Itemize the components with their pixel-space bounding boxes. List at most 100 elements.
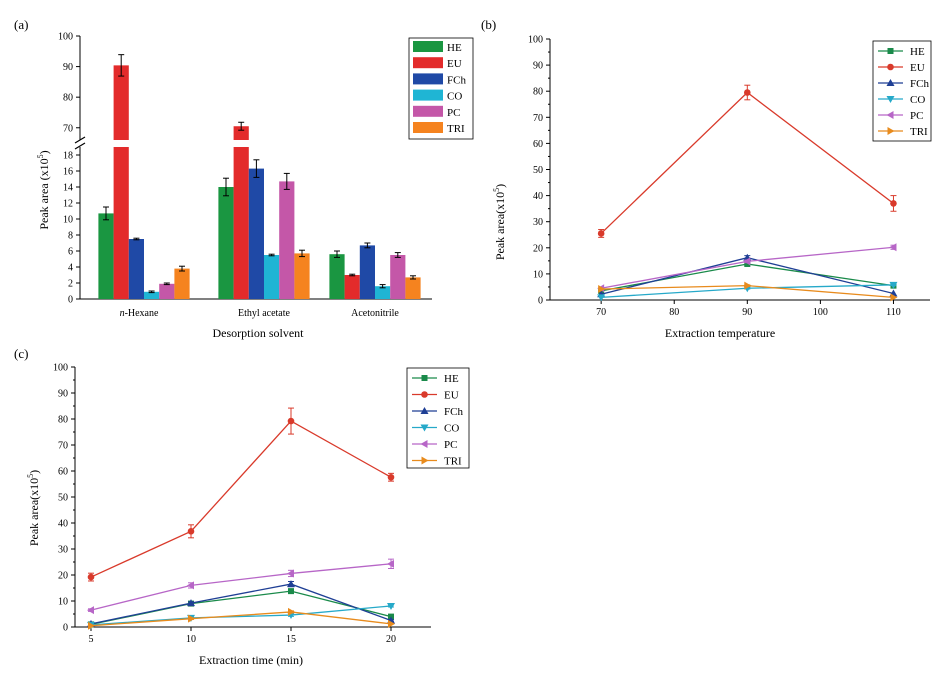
panel-b-legend-box: [872, 40, 932, 142]
panel-a-axis-break-mark: [74, 142, 86, 150]
panel-b-legend: HE EU FCh CO PC TRI: [872, 40, 932, 142]
panel-a-y-tick-label: 18: [63, 151, 73, 162]
legend-label-tri: TRI: [447, 123, 465, 135]
bar-he-ethyl-acetate: [218, 187, 234, 299]
panel-c-y-tick-label: 60: [58, 467, 68, 478]
bar-he-n-hexane: [98, 213, 114, 299]
panel-c-line-fch: [90, 583, 392, 625]
panel-c-point-fch-10: [187, 599, 195, 607]
panel-c-y-tick-label: 30: [58, 545, 68, 556]
panel-a-y-tick-label: 80: [63, 93, 73, 104]
panel-b-point-pc-90: [743, 257, 751, 266]
bar-he-acetonitrile: [329, 254, 345, 299]
panel-a-y-tick-label: 90: [63, 62, 73, 73]
panel-c-point-eu-10: [187, 528, 195, 535]
panel-a-y-tick-label: 10: [63, 215, 73, 226]
panel-c-point-tri-20: [388, 619, 395, 628]
panel-c-legend-marker-co: [420, 424, 429, 432]
panel-b-y-tick-label: 10: [533, 269, 543, 280]
panel-a-y-tick-label: 70: [63, 123, 73, 134]
panel-b-y-tick-label: 90: [533, 61, 543, 72]
panel-c-point-pc-10: [187, 581, 194, 590]
bar-eu-n-hexane-upper: [113, 65, 129, 140]
panel-b-point-tri-70: [598, 285, 606, 294]
legend-swatch-eu: [413, 57, 443, 69]
panel-c-legend-label-he: HE: [444, 373, 459, 385]
panel-b-axes: 0 10 20 30 40 50 60 70 80 90 100 70 80 90 100 110: [528, 35, 930, 318]
panel-b-lines: [597, 84, 898, 302]
panel-c-legend-label-eu: EU: [444, 390, 459, 402]
bar-co-acetonitrile: [375, 286, 391, 299]
panel-c-line-pc: [90, 563, 392, 611]
panel-c-y-axis-label: Peak area(x105): [26, 470, 41, 546]
panel-c-y-tick-label: 20: [58, 571, 68, 582]
panel-b-y-tick-label: 50: [533, 165, 543, 176]
bar-fch-n-hexane: [128, 239, 144, 299]
panel-a-bars: [98, 54, 421, 299]
panel-a-category-acetonitrile: Acetonitrile: [351, 308, 399, 319]
legend-label-he: HE: [447, 42, 462, 54]
panel-b-legend-label-fch: FCh: [910, 78, 929, 90]
panel-c-legend: HE EU FCh CO PC TRI: [406, 367, 470, 469]
panel-b-legend-marker-tri: [887, 127, 895, 135]
panel-c-label: (c): [14, 346, 28, 361]
panel-c-lines: [87, 407, 395, 630]
panel-b-x-tick-label: 90: [742, 307, 752, 318]
bar-tri-ethyl-acetate: [294, 253, 310, 299]
legend-swatch-pc: [413, 105, 443, 117]
bar-fch-ethyl-acetate: [248, 168, 264, 299]
panel-c-point-tri-15: [288, 607, 295, 616]
panel-a-y-tick-label: 100: [58, 32, 73, 43]
panel-b-x-tick-label: 80: [669, 307, 679, 318]
bar-eu-ethyl-acetate-lower: [233, 147, 249, 299]
legend-swatch-tri: [413, 122, 443, 133]
panel-b-y-tick-label: 40: [533, 191, 543, 202]
panel-b-x-tick-label: 110: [886, 307, 901, 318]
panel-c-point-eu-20: [387, 473, 395, 481]
panel-b-legend-marker-co: [886, 96, 895, 103]
panel-b-label: (b): [481, 17, 496, 32]
panel-b-y-axis-label: Peak area(x105): [492, 184, 507, 260]
panel-b-y-tick-label: 80: [533, 87, 543, 98]
panel-b-x-axis-label: Extraction temperature: [665, 326, 775, 340]
legend-label-co: CO: [447, 91, 462, 103]
panel-b-x-tick-label: 100: [813, 307, 828, 318]
panel-c-point-pc-20: [387, 559, 394, 568]
panel-c-y-tick-label: 70: [58, 441, 68, 452]
panel-c-point-tri-5: [88, 621, 95, 630]
panel-b-point-pc-110: [889, 243, 897, 252]
panel-b-legend-label-eu: EU: [910, 62, 925, 74]
bar-pc-acetonitrile: [390, 255, 406, 299]
panel-c-line-tri: [90, 611, 392, 627]
panel-c-legend-label-co: CO: [444, 423, 459, 435]
legend-label-pc: PC: [447, 107, 460, 119]
bar-co-n-hexane: [144, 291, 160, 299]
panel-b-legend-label-pc: PC: [910, 110, 923, 122]
panel-b-y-tick-label: 0: [538, 296, 543, 307]
panel-b-point-tri-110: [890, 293, 898, 302]
panel-c-y-tick-label: 80: [58, 415, 68, 426]
panel-a-axis-break-mark: [74, 136, 86, 144]
panel-b: (b) 0 10 20 30 40 50 60 70 80 90 100 70 80 90 100 110 H…: [481, 17, 932, 340]
panel-c-line-he: [90, 590, 392, 626]
panel-c-x-axis-label: Extraction time (min): [199, 653, 303, 667]
panel-c-x-tick-label: 10: [186, 634, 196, 645]
legend-label-eu: EU: [447, 58, 462, 70]
panel-a-y-axis-label: Peak area (x105): [36, 150, 51, 229]
panel-a-y-tick-label: 12: [63, 199, 73, 210]
panel-c: (c) 0 10 20 30 40 50 60 70 80 90 100 5 10 15 20 HE EU FC…: [14, 346, 470, 667]
panel-b-y-tick-label: 60: [533, 139, 543, 150]
panel-a-category-n-hexane: n-Hexane: [120, 308, 159, 319]
panel-b-legend-marker-fch: [886, 79, 895, 86]
legend-label-fch: FCh: [447, 74, 466, 86]
panel-b-y-tick-label: 70: [533, 113, 543, 124]
panel-c-point-co-20: [387, 602, 395, 610]
bar-co-ethyl-acetate: [264, 255, 280, 299]
panel-c-legend-marker-fch: [420, 407, 429, 414]
panel-b-point-eu-110: [890, 200, 897, 207]
panel-c-legend-marker-tri: [421, 456, 429, 465]
panel-c-point-pc-15: [287, 569, 294, 578]
panel-c-point-pc-5: [87, 606, 94, 615]
panel-a-y-tick-label: 6: [68, 247, 73, 258]
panel-b-point-co-110: [889, 281, 898, 289]
